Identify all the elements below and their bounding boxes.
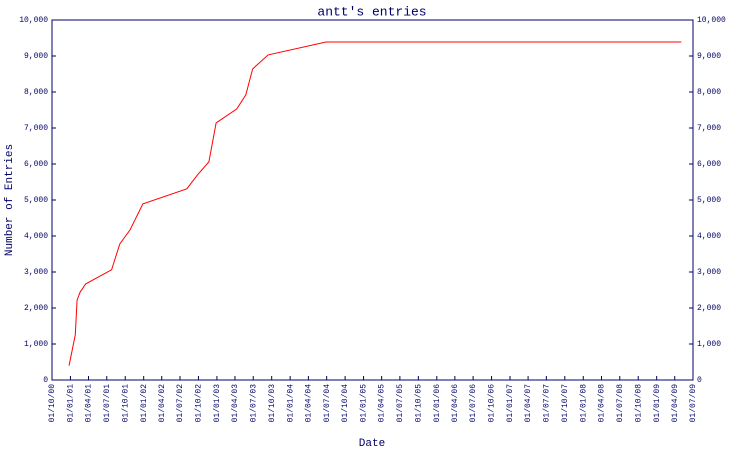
x-tick-label: 01/01/01 [67,384,76,423]
x-tick-label: 01/01/05 [360,384,369,423]
x-tick-label: 01/07/01 [103,384,112,423]
x-tick-label: 01/01/06 [433,384,442,423]
x-tick-label: 01/01/07 [506,384,515,423]
x-tick-label: 01/04/04 [305,384,314,423]
y-tick-label: 8,000 [697,88,721,97]
data-line [68,41,682,366]
x-tick-label: 01/10/00 [48,384,57,423]
x-tick-label: 01/07/05 [396,384,405,423]
x-tick-label: 01/04/08 [598,384,607,423]
x-tick-label: 01/01/04 [286,384,295,423]
y-tick-label: 5,000 [697,196,721,205]
x-tick-label: 01/01/03 [213,384,222,423]
x-tick-label: 01/10/05 [414,384,423,423]
y-axis-label: Number of Entries [4,144,16,256]
x-tick-label: 01/01/09 [653,384,662,423]
x-tick-label: 01/01/08 [579,384,588,423]
x-tick-label: 01/10/03 [268,384,277,423]
y-tick-label: 10,000 [19,16,48,25]
y-tick-label: 9,000 [24,52,48,61]
x-tick-label: 01/07/03 [249,384,258,423]
x-tick-label: 01/01/02 [140,384,149,423]
y-tick-label: 10,000 [697,16,726,25]
x-tick-label: 01/07/02 [176,384,185,423]
x-tick-label: 01/04/03 [231,384,240,423]
plot-frame [51,19,694,381]
x-axis-label: Date [359,438,385,450]
y-tick-label: 6,000 [24,160,48,169]
y-tick-label: 4,000 [24,232,48,241]
y-tick-label: 6,000 [697,160,721,169]
x-tick-label: 01/10/06 [488,384,497,423]
y-tick-label: 1,000 [24,340,48,349]
y-tick-label: 1,000 [697,340,721,349]
y-tick-label: 8,000 [24,88,48,97]
x-tick-label: 01/07/09 [689,384,698,423]
x-tick-label: 01/04/02 [158,384,167,423]
x-tick-label: 01/04/06 [451,384,460,423]
x-tick-label: 01/10/07 [561,384,570,423]
chart-title: antt's entries [317,4,426,19]
y-tick-label: 2,000 [697,304,721,313]
x-tick-label: 01/07/04 [323,384,332,423]
y-tick-label: 3,000 [24,268,48,277]
x-tick-label: 01/10/02 [195,384,204,423]
x-tick-label: 01/04/09 [671,384,680,423]
x-tick-label: 01/10/04 [341,384,350,423]
y-tick-label: 4,000 [697,232,721,241]
x-tick-label: 01/04/05 [378,384,387,423]
y-tick-label: 3,000 [697,268,721,277]
x-tick-label: 01/07/07 [542,384,551,423]
x-tick-label: 01/10/08 [634,384,643,423]
y-tick-label: 7,000 [697,124,721,133]
y-tick-label: 7,000 [24,124,48,133]
y-tick-label: 0 [697,376,702,385]
y-tick-label: 5,000 [24,196,48,205]
x-tick-label: 01/04/01 [85,384,94,423]
y-tick-label: 2,000 [24,304,48,313]
x-tick-label: 01/04/07 [524,384,533,423]
x-tick-label: 01/07/06 [469,384,478,423]
y-tick-label: 0 [43,376,48,385]
x-tick-label: 01/10/01 [121,384,130,423]
x-tick-label: 01/07/08 [616,384,625,423]
y-tick-label: 9,000 [697,52,721,61]
